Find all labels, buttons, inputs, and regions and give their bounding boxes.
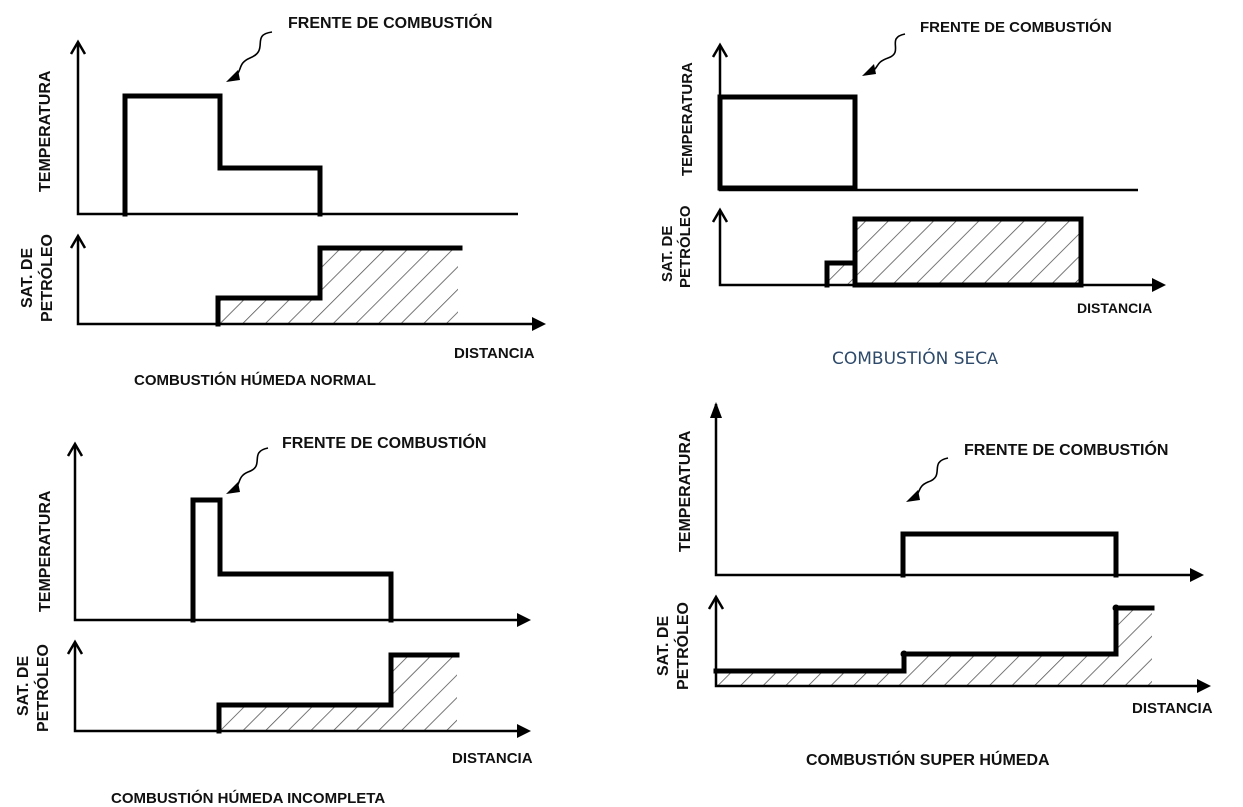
- temp-x-arrowhead: [1190, 568, 1204, 582]
- panel-caption: COMBUSTIÓN SUPER HÚMEDA: [806, 750, 1050, 769]
- panel-humeda-normal: FRENTE DE COMBUSTIÓN TEMPERATURA SAT. DE…: [19, 13, 546, 389]
- panel-caption: COMBUSTIÓN HÚMEDA NORMAL: [134, 371, 376, 389]
- frente-arrowhead: [226, 70, 240, 82]
- sat-label-line2: PETRÓLEO: [673, 602, 692, 690]
- sat-axes: [76, 236, 540, 326]
- dist-arrowhead: [532, 317, 546, 331]
- distancia-label: DISTANCIA: [452, 750, 533, 767]
- oil-sat-profile: [215, 245, 463, 327]
- frente-arrowhead: [226, 482, 240, 494]
- frente-label: FRENTE DE COMBUSTIÓN: [288, 13, 492, 32]
- temp-profile: [190, 497, 394, 623]
- panel-caption: COMBUSTIÓN SECA: [832, 347, 998, 369]
- frente-pointer: [231, 31, 273, 79]
- panel-humeda-incompleta: FRENTE DE COMBUSTIÓN TEMPERATURA SAT. DE…: [15, 433, 533, 807]
- sat-label-line1: SAT. DE: [659, 226, 676, 282]
- panel-super-humeda: FRENTE DE COMBUSTIÓN TEMPERATURA SAT. DE…: [655, 402, 1213, 769]
- temp-axes: [718, 45, 1138, 192]
- frente-arrowhead: [906, 490, 920, 502]
- temp-y-arrow: [711, 42, 729, 58]
- frente-pointer: [869, 33, 906, 73]
- sat-y-arrow: [711, 207, 729, 223]
- sat-y-arrow: [69, 233, 87, 249]
- oil-sat-hatch: [855, 219, 1081, 285]
- oil-sat-profile: [713, 605, 1155, 674]
- sat-label-line2: PETRÓLEO: [33, 644, 52, 732]
- sat-label-line1: SAT. DE: [655, 616, 672, 676]
- sat-label-line2: PETRÓLEO: [676, 205, 694, 288]
- distancia-label: DISTANCIA: [454, 345, 535, 362]
- sat-label-line2: PETRÓLEO: [37, 234, 56, 322]
- temp-axis-label: TEMPERATURA: [677, 430, 694, 552]
- temp-profile: [900, 531, 1119, 578]
- sat-label-line1: SAT. DE: [15, 656, 32, 716]
- temp-axis-label: TEMPERATURA: [37, 490, 54, 612]
- oil-sat-profile: [216, 652, 460, 734]
- temp-y-arrowhead: [710, 402, 722, 418]
- temp-axes: [73, 444, 525, 622]
- sat-y-arrow: [707, 594, 725, 610]
- temp-x-arrowhead: [517, 613, 531, 627]
- distancia-label: DISTANCIA: [1132, 700, 1213, 717]
- temp-y-arrow: [69, 39, 87, 55]
- sat-axes: [714, 597, 1205, 688]
- frente-arrowhead: [862, 64, 876, 76]
- dist-arrowhead: [1197, 679, 1211, 693]
- temp-profile: [122, 93, 323, 217]
- dist-arrowhead: [517, 724, 531, 738]
- panel-seca: FRENTE DE COMBUSTIÓN TEMPERATURA SAT. DE…: [659, 18, 1166, 369]
- temp-axes: [76, 42, 518, 216]
- frente-label: FRENTE DE COMBUSTIÓN: [282, 433, 486, 452]
- distancia-label: DISTANCIA: [1077, 300, 1152, 316]
- temp-axis-label: TEMPERATURA: [679, 62, 696, 176]
- dist-arrowhead: [1152, 278, 1166, 292]
- panel-caption: COMBUSTIÓN HÚMEDA INCOMPLETA: [111, 789, 385, 807]
- oil-sat-profile: [824, 216, 1084, 288]
- sat-axes: [73, 642, 525, 733]
- temp-profile: [717, 94, 858, 191]
- sat-label-line1: SAT. DE: [19, 248, 36, 308]
- frente-label: FRENTE DE COMBUSTIÓN: [920, 18, 1112, 36]
- temp-axis-label: TEMPERATURA: [37, 70, 54, 192]
- temp-y-arrow: [66, 441, 84, 457]
- sat-y-arrow: [66, 639, 84, 655]
- frente-label: FRENTE DE COMBUSTIÓN: [964, 440, 1168, 459]
- temp-axes: [714, 404, 1198, 577]
